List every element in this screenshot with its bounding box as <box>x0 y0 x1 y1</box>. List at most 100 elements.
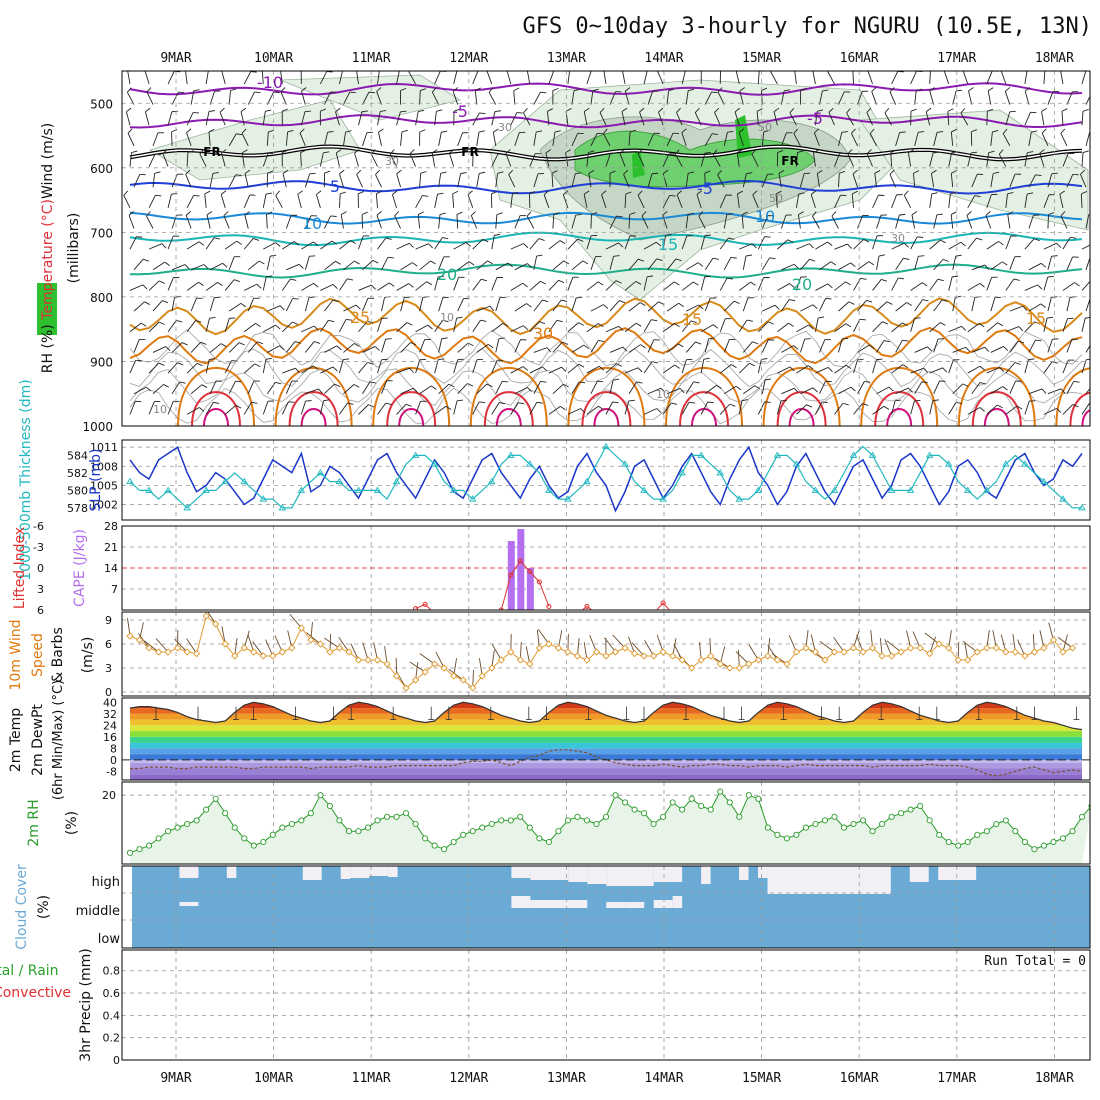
wind-barb-flag <box>698 211 704 217</box>
wind-barb-flag <box>971 129 977 133</box>
wind-barb <box>529 366 543 374</box>
hot-dome-contour <box>1069 391 1090 426</box>
wind-barb-flag <box>984 264 990 270</box>
rh-marker <box>536 835 543 842</box>
thickness-marker <box>373 486 382 493</box>
wind-barb-flag <box>256 283 262 289</box>
wind-barb-flag <box>437 192 444 195</box>
slp-plot <box>126 442 1086 513</box>
wind-barb <box>571 344 585 353</box>
cloud-gap-high <box>739 866 749 880</box>
wind-barb <box>800 258 810 271</box>
rh-area <box>130 791 1090 864</box>
wind-barb <box>320 240 333 250</box>
wind-barb-flag <box>378 128 384 133</box>
wind-barb-flag <box>752 190 758 196</box>
wind-barb-flag <box>863 239 870 243</box>
wind-barb <box>543 194 550 208</box>
contour-label: -10 <box>257 73 283 92</box>
wind-barb-flag <box>240 107 247 112</box>
wind-barb-flag <box>988 150 995 154</box>
wind-barb <box>285 380 293 394</box>
wind-barb <box>376 215 382 229</box>
wind-barb-flag <box>813 67 818 70</box>
wind-barb-flag <box>942 367 948 373</box>
wind-barb-flag <box>1089 402 1090 404</box>
wind-barb-flag <box>374 346 380 351</box>
wind-barb-flag <box>734 107 741 113</box>
thickness-line <box>129 445 1082 509</box>
rh-marker <box>126 849 134 856</box>
wind-barb <box>647 387 662 395</box>
wind-barb-flag <box>639 302 646 306</box>
wind-barb-flag <box>559 240 566 245</box>
wind-barb-flag <box>308 296 315 299</box>
wind-barb <box>335 152 340 167</box>
wind-barb-flag <box>335 107 341 113</box>
wind-barb-flag <box>336 345 342 351</box>
wind-barb-flag <box>131 150 138 154</box>
wind-barb-flag <box>195 320 202 323</box>
wind-barb <box>1005 278 1015 291</box>
wind-barb-flag <box>177 362 184 366</box>
wind-barb-flag <box>821 401 828 404</box>
rh-marker <box>888 813 895 820</box>
wind-barb-flag <box>984 346 990 352</box>
rh-marker <box>555 828 562 835</box>
wind-barb <box>1005 326 1020 333</box>
wind-barb-flag <box>739 87 745 92</box>
wind-barb <box>224 360 232 374</box>
wind-barb-flag <box>539 321 546 325</box>
wind-speed-marker <box>1002 648 1010 656</box>
wind-barb <box>526 215 535 229</box>
wind-barb <box>1043 361 1053 374</box>
wind-barb-flag <box>204 190 211 195</box>
wind-barb-flag <box>542 299 549 303</box>
wind-barb <box>472 401 480 415</box>
wind-speed-marker <box>745 660 753 668</box>
wind-barb <box>812 216 820 229</box>
wind-barb-flag <box>563 190 569 195</box>
contour-label: 30 <box>891 232 905 245</box>
wind-speed-marker <box>507 648 515 656</box>
wind-barb <box>400 131 403 146</box>
wind-barb <box>282 173 287 188</box>
date-label-bottom: 9MAR <box>160 1071 191 1086</box>
wind-barb-flag <box>426 281 432 286</box>
wind-barb-flag <box>936 213 943 216</box>
wind-barb <box>190 341 201 353</box>
lifted-index-marker <box>527 569 533 574</box>
wind-speed-marker <box>402 684 410 692</box>
wind-barb <box>186 195 194 209</box>
wind-barb <box>415 359 421 374</box>
wind-barb <box>666 343 679 353</box>
wind-barb <box>948 152 953 167</box>
upper-air-ylabel: RH (%) Temperature (°C)Wind (m/s) <box>40 123 56 373</box>
wind-barb-flag <box>314 341 321 344</box>
rh-ylabel: 2m RH <box>26 799 42 846</box>
wind-barb-flag <box>582 260 589 265</box>
wind-barb <box>681 401 690 415</box>
wind-barb <box>434 111 437 126</box>
wind-barb-flag <box>806 404 813 408</box>
wind-barb-flag <box>558 279 565 284</box>
wind-barb-flag <box>184 264 190 270</box>
wind-barb <box>1062 404 1074 415</box>
wind-barb <box>514 132 520 147</box>
wind-barb <box>814 111 818 126</box>
thickness-marker <box>754 486 763 493</box>
wind-barb-flag <box>886 301 893 305</box>
wind-barb-flag <box>275 242 281 247</box>
wind-barb <box>533 299 543 312</box>
wind-barb-flag <box>578 363 585 368</box>
cloud-gap-high <box>350 866 370 878</box>
wind-barb <box>662 195 671 209</box>
date-label-bottom: 16MAR <box>840 1071 879 1086</box>
wind-barb <box>910 282 923 291</box>
wind-barb-flag <box>746 172 753 174</box>
wind-barb <box>1061 111 1064 126</box>
wind-barb <box>171 381 181 394</box>
wind-speed-marker <box>145 644 153 652</box>
